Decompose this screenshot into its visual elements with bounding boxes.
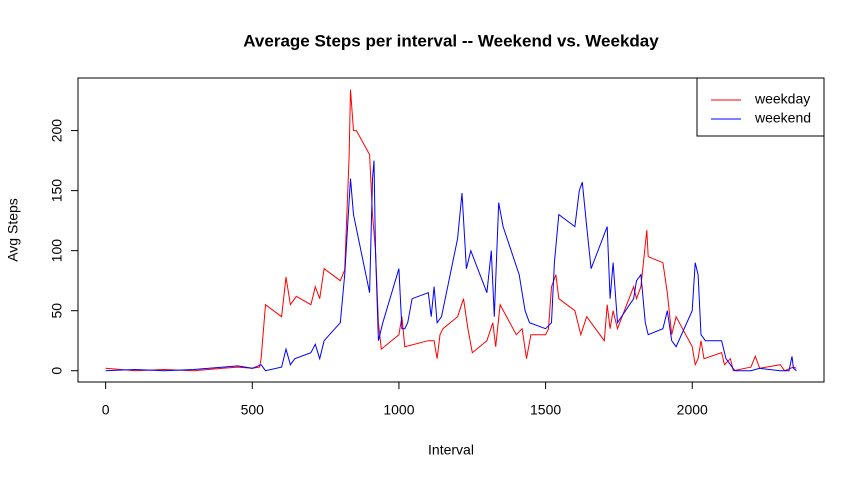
y-tick-label: 150 — [49, 179, 65, 203]
y-tick-label: 50 — [49, 303, 65, 319]
x-tick-label: 0 — [102, 402, 110, 418]
x-tick-label: 500 — [241, 402, 265, 418]
chart-title: Average Steps per interval -- Weekend vs… — [243, 31, 659, 50]
y-tick-label: 100 — [49, 239, 65, 263]
legend-label: weekend — [754, 110, 811, 126]
x-tick-label: 1500 — [530, 402, 561, 418]
series-line — [105, 89, 797, 372]
legend-label: weekday — [754, 91, 810, 107]
series-line — [105, 160, 797, 372]
x-tick-label: 2000 — [677, 402, 708, 418]
y-axis-label: Avg Steps — [5, 198, 21, 262]
y-tick-label: 200 — [49, 119, 65, 143]
x-tick-label: 1000 — [383, 402, 414, 418]
legend-box — [696, 77, 825, 137]
y-tick-label: 0 — [49, 367, 65, 375]
plot-box — [77, 77, 825, 383]
x-axis-label: Interval — [428, 442, 474, 458]
